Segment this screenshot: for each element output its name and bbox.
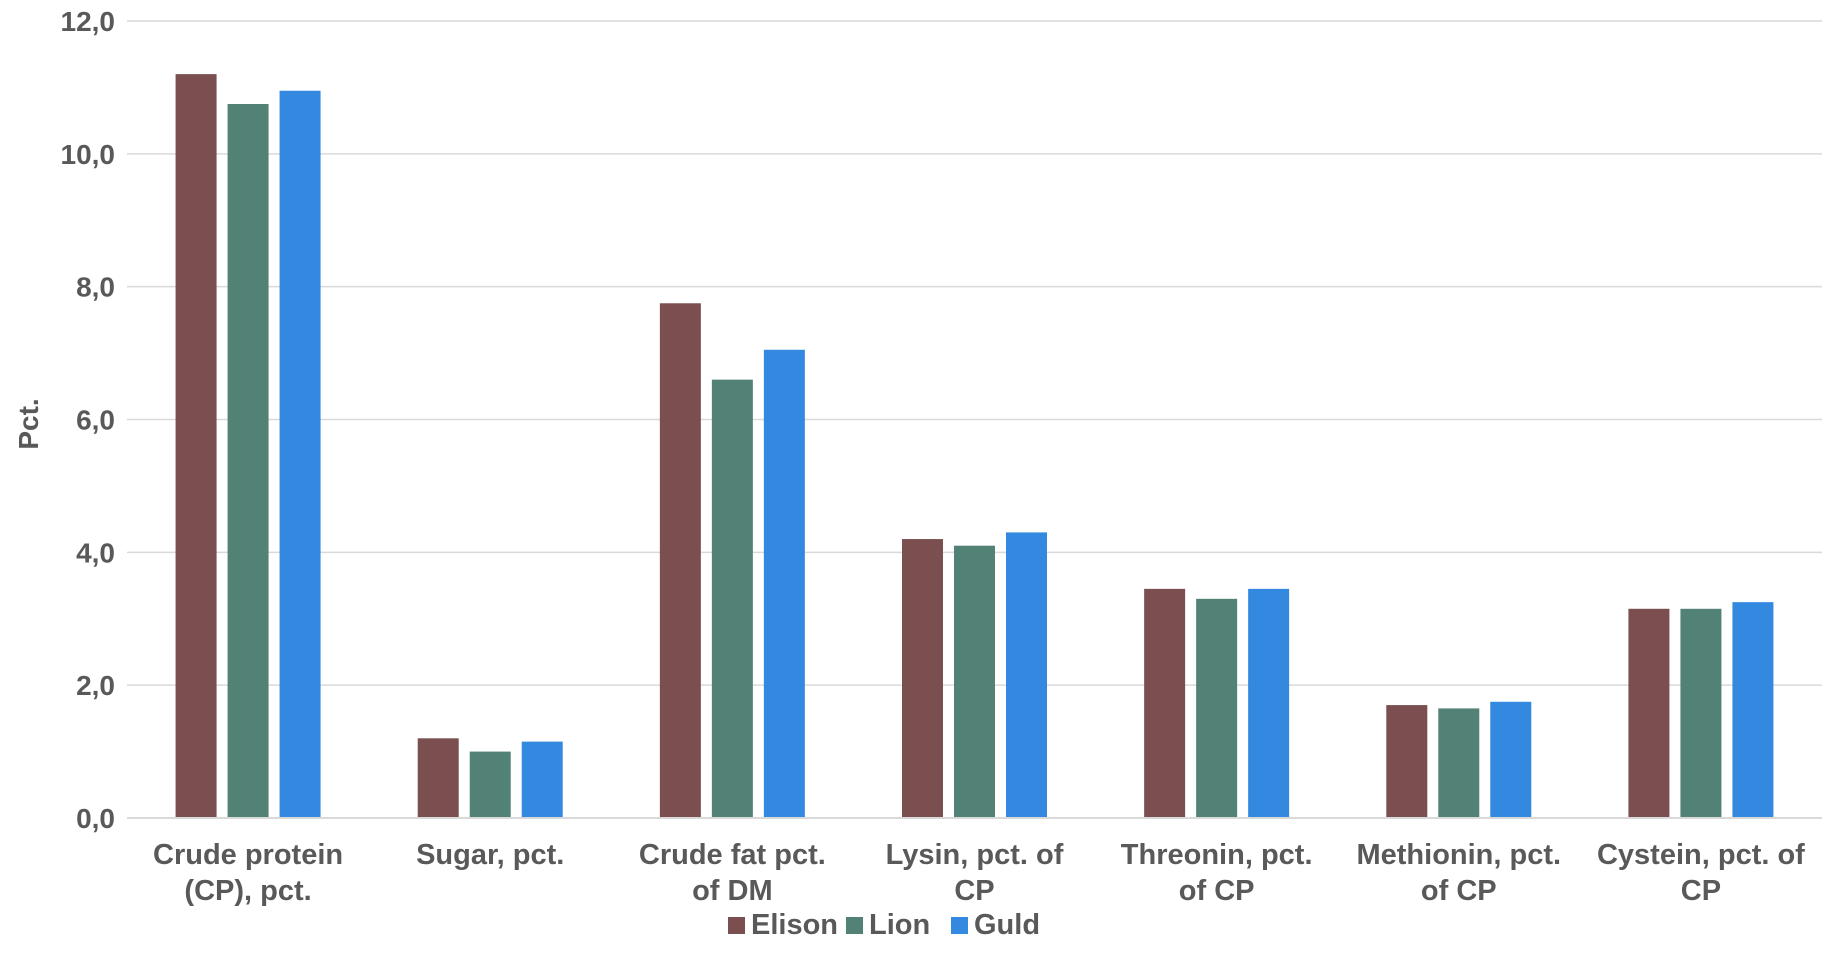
gridlines	[127, 20, 1822, 686]
bar-guld	[1248, 588, 1290, 818]
x-tick-label: Methionin, pct. of CP	[1356, 839, 1561, 907]
y-axis-ticks: 0,0 2,0 4,0 6,0 8,0 10,0 12,0	[61, 6, 116, 834]
bar-lion	[469, 751, 511, 818]
y-tick-label: 2,0	[76, 670, 115, 701]
bar-lion	[954, 545, 995, 818]
legend-item-guld: Guld	[951, 909, 1040, 941]
bar-guld	[763, 349, 805, 818]
legend-item-lion: Lion	[846, 909, 930, 941]
y-tick-label: 0,0	[76, 803, 115, 834]
bar-elison	[417, 738, 459, 818]
bar-guld	[521, 741, 563, 818]
x-tick-label: Crude protein (CP), pct.	[153, 839, 343, 907]
bars	[175, 74, 1774, 819]
legend-label: Lion	[869, 909, 930, 941]
y-tick-label: 4,0	[76, 537, 115, 568]
bar-elison	[902, 539, 943, 818]
x-axis-labels: Crude protein (CP), pct. Sugar, pct. Crude …	[153, 839, 1805, 907]
bar-guld	[1732, 602, 1774, 818]
x-tick-label: Cystein, pct. of CP	[1597, 839, 1805, 907]
bar-guld	[1490, 701, 1532, 818]
legend: Elison Lion Guld	[728, 909, 1040, 941]
legend-swatch	[846, 917, 863, 934]
legend-item-elison: Elison	[728, 909, 838, 941]
bar-lion	[711, 379, 753, 818]
legend-label: Guld	[974, 909, 1040, 941]
bar-lion	[1680, 608, 1722, 818]
bar-elison	[659, 303, 701, 818]
x-tick-label: Lysin, pct. of CP	[886, 839, 1064, 907]
legend-label: Elison	[751, 909, 838, 941]
legend-swatch	[728, 917, 745, 934]
bar-guld	[279, 90, 321, 819]
y-tick-label: 10,0	[61, 139, 116, 170]
bar-lion	[1438, 708, 1480, 818]
x-tick-label: Threonin, pct. of CP	[1121, 839, 1313, 907]
y-tick-label: 6,0	[76, 405, 115, 436]
bar-lion	[1196, 598, 1238, 818]
bar-elison	[175, 74, 217, 819]
x-tick-label: Crude fat pct. of DM	[639, 839, 826, 907]
bar-lion	[227, 104, 269, 819]
bar-elison	[1386, 705, 1428, 818]
bar-elison	[1628, 608, 1670, 818]
y-tick-label: 12,0	[61, 6, 116, 37]
y-tick-label: 8,0	[76, 272, 115, 303]
x-tick-label: Sugar, pct.	[416, 839, 564, 871]
legend-swatch	[951, 917, 968, 934]
y-axis-title: Pct.	[13, 398, 44, 449]
bar-guld	[1006, 532, 1047, 818]
bar-elison	[1144, 588, 1186, 818]
